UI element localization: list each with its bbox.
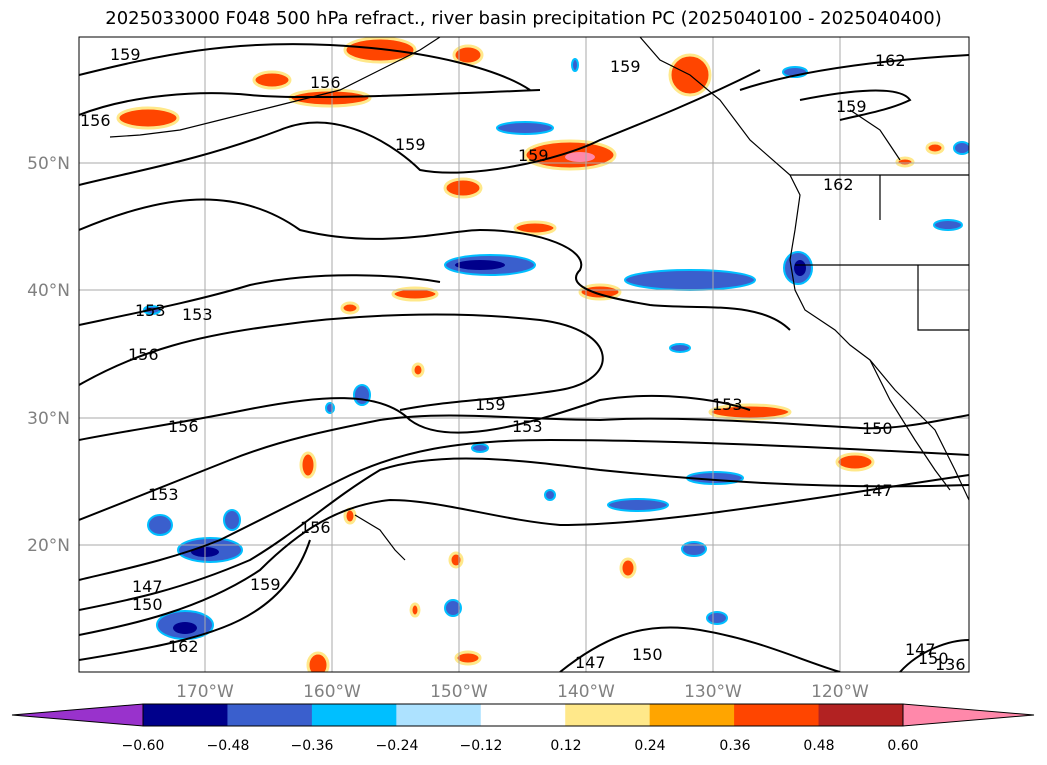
colorbar-border [142, 703, 904, 727]
contour-label: 147 [862, 481, 893, 500]
contour-label: 162 [823, 175, 854, 194]
contour-label: 147 [132, 577, 163, 596]
precip-negative-areas [143, 58, 969, 640]
contour-label: 159 [518, 146, 549, 165]
colorbar-tick-label: −0.48 [207, 738, 250, 754]
colorbar-ticks: −0.60 −0.48 −0.36 −0.24 −0.12 0.12 0.24 … [122, 738, 919, 754]
contour-label: 159 [395, 135, 426, 154]
longitude-labels: 170°W 160°W 150°W 140°W 130°W 120°W [176, 682, 869, 702]
lat-label: 20°N [27, 536, 70, 556]
contour-label: 159 [610, 57, 641, 76]
contour-label: 162 [875, 51, 906, 70]
colorbar-cell [227, 704, 313, 726]
lat-label: 50°N [27, 154, 70, 174]
colorbar: −0.60 −0.48 −0.36 −0.24 −0.12 0.12 0.24 … [11, 703, 1035, 754]
contour-label: 153 [712, 395, 743, 414]
colorbar-tick-label: −0.60 [122, 738, 165, 754]
contour-labels: 159 156 156 159 159 162 159 159 162 153 … [80, 45, 966, 674]
colorbar-cell [565, 704, 651, 726]
contour-label: 150 [132, 595, 163, 614]
colorbar-cell [818, 704, 904, 726]
contour-label: 156 [128, 345, 159, 364]
precip-blob-strong [173, 260, 806, 634]
colorbar-tick-label: 0.60 [887, 738, 918, 754]
coastlines [109, 37, 969, 561]
lon-label: 160°W [303, 682, 361, 702]
colorbar-tick-label: 0.36 [719, 738, 750, 754]
colorbar-extend-low [11, 703, 144, 727]
contour-label: 156 [310, 73, 341, 92]
map-title: 2025033000 F048 500 hPa refract., river … [105, 8, 942, 29]
lat-label: 30°N [27, 409, 70, 429]
colorbar-cell [734, 704, 820, 726]
contour-label: 156 [300, 518, 331, 537]
colorbar-tick-label: 0.24 [634, 738, 665, 754]
contour-label: 162 [168, 637, 199, 656]
contour-label: 147 [905, 640, 936, 659]
lon-label: 130°W [684, 682, 742, 702]
colorbar-tick-label: 0.12 [550, 738, 581, 754]
colorbar-tick-label: 0.48 [803, 738, 834, 754]
colorbar-cell [480, 704, 566, 726]
lon-label: 170°W [176, 682, 234, 702]
latitude-labels: 50°N 40°N 30°N 20°N [27, 154, 70, 556]
contour-label: 150 [862, 419, 893, 438]
contour-label: 159 [110, 45, 141, 64]
lon-label: 140°W [557, 682, 615, 702]
plot-area: 159 156 156 159 159 162 159 159 162 153 … [79, 37, 969, 674]
contour-label: 147 [575, 653, 606, 672]
contour-label: 150 [918, 649, 949, 668]
height-contours [79, 43, 969, 672]
colorbar-cell [396, 704, 482, 726]
lon-label: 150°W [430, 682, 488, 702]
plot-border [78, 36, 970, 673]
lon-label: 120°W [811, 682, 869, 702]
contour-label: 153 [512, 417, 543, 436]
contour-label: 153 [182, 305, 213, 324]
contour-label: 153 [148, 485, 179, 504]
contour-label: 159 [250, 575, 281, 594]
colorbar-tick-label: −0.12 [460, 738, 503, 754]
contour-label: 159 [836, 97, 867, 116]
colorbar-cell [311, 704, 397, 726]
contour-label: 156 [168, 417, 199, 436]
precip-positive-areas [116, 37, 945, 672]
contour-label: 159 [475, 395, 506, 414]
colorbar-cell [649, 704, 735, 726]
lat-label: 40°N [27, 281, 70, 301]
contour-label: 156 [80, 111, 111, 130]
colorbar-tick-label: −0.36 [291, 738, 334, 754]
colorbar-cell [143, 704, 228, 726]
colorbar-extend-high [902, 703, 1035, 727]
contour-label: 150 [632, 645, 663, 664]
contour-label: 136 [935, 655, 966, 674]
contour-label: 153 [135, 301, 166, 320]
gridlines [79, 37, 969, 672]
precip-blob-strong [565, 152, 595, 162]
colorbar-tick-label: −0.24 [376, 738, 419, 754]
